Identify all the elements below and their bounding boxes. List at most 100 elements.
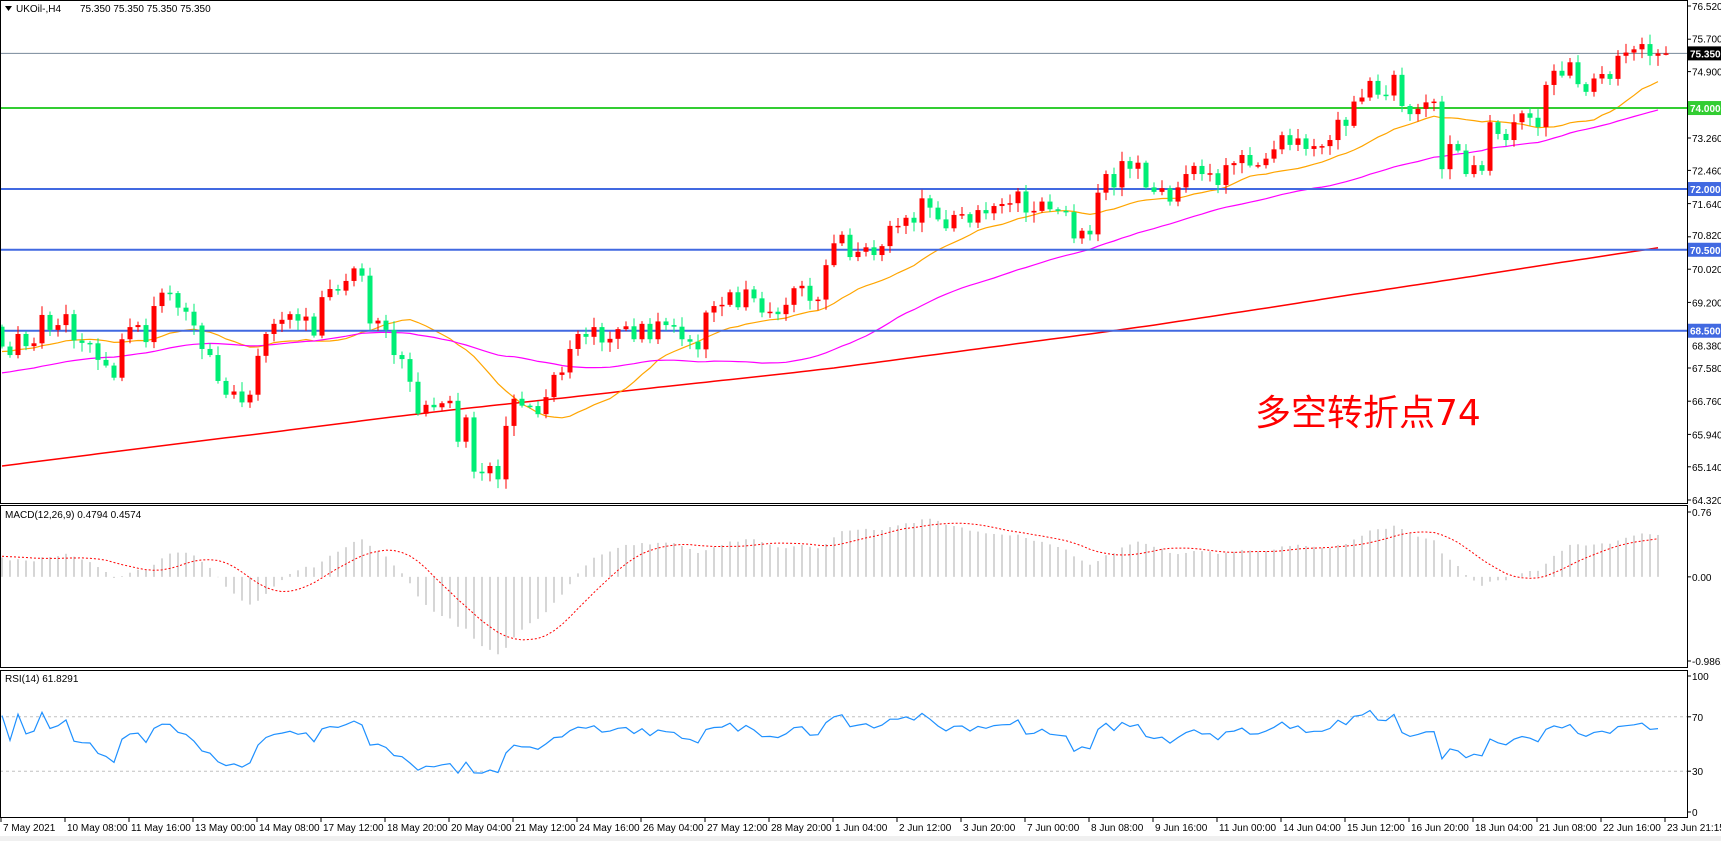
candle-body [583, 333, 589, 337]
candle-body [567, 348, 573, 373]
candle [199, 322, 205, 360]
candle [1639, 37, 1645, 59]
time-tick-label: 8 Jun 08:00 [1091, 823, 1144, 834]
candle [1503, 128, 1509, 147]
candle-body [63, 314, 69, 326]
time-tick-label: 21 May 12:00 [515, 823, 576, 834]
price-panel-border [0, 0, 1688, 504]
candle-body [663, 321, 669, 326]
candle [759, 291, 765, 318]
candle [1431, 98, 1437, 112]
candle-body [1023, 191, 1029, 213]
candle-body [863, 247, 869, 252]
candle [327, 279, 333, 301]
candle [1151, 182, 1157, 195]
candle [311, 313, 317, 338]
candle [1039, 197, 1045, 213]
candle [95, 338, 101, 371]
candle [263, 331, 269, 363]
candle-body [1463, 150, 1469, 175]
candle-body [1319, 146, 1325, 148]
candle-body [1311, 146, 1317, 149]
time-tick-label: 7 May 2021 [3, 823, 56, 834]
candle-body [487, 465, 493, 474]
candle [1231, 161, 1237, 175]
time-tick-label: 9 Jun 16:00 [1155, 823, 1208, 834]
candle-body [1303, 138, 1309, 149]
candle [879, 244, 885, 262]
candle-body [1015, 191, 1021, 204]
candle-body [407, 359, 413, 382]
macd-panel[interactable]: 0.76 0.00 -0.9862 [1, 508, 1721, 668]
candle-body [1383, 94, 1389, 97]
candle-body [319, 297, 325, 336]
price-tick-label: 68.380 [1692, 342, 1721, 353]
candle [567, 340, 573, 379]
candle-body [207, 348, 213, 356]
macd-panel-border [0, 505, 1688, 668]
candle [215, 346, 221, 384]
candle [1223, 157, 1229, 194]
time-tick-label: 21 Jun 08:00 [1539, 823, 1597, 834]
candle-body [1575, 62, 1581, 85]
candle-body [799, 285, 805, 289]
candle [1367, 77, 1373, 101]
macd-signal-line [1, 522, 1659, 641]
price-panel[interactable]: 76.520 75.700 74.900 73.260 72.460 71.640 70.8… [0, 2, 1721, 507]
candle-body [975, 210, 981, 223]
level-price-tag [1688, 323, 1721, 338]
candle-body [351, 268, 357, 281]
candle-body [703, 312, 709, 350]
candle-body [751, 289, 757, 299]
candle [1575, 55, 1581, 88]
candle [359, 263, 365, 282]
candle-body [1607, 74, 1613, 79]
candle [935, 201, 941, 222]
candle-body [1215, 173, 1221, 185]
level-price-label: 72.000 [1690, 185, 1721, 196]
candle-body [1487, 122, 1493, 171]
candle-body [1599, 74, 1605, 79]
triangle-down-icon[interactable] [5, 6, 12, 11]
candle-body [1615, 55, 1621, 79]
time-tick-label: 27 May 12:00 [707, 823, 768, 834]
candle-body [1663, 53, 1669, 55]
candle-body [39, 314, 45, 344]
current-price-label: 75.350 [1690, 49, 1721, 60]
candle-body [383, 320, 389, 330]
candle-body [935, 207, 941, 220]
candle [1079, 227, 1085, 244]
ma-mid-line [1, 109, 1659, 374]
candle [1031, 201, 1037, 223]
candle [399, 351, 405, 369]
candle-body [647, 323, 653, 340]
candle-body [855, 251, 861, 258]
rsi-tick-label: 100 [1692, 672, 1709, 683]
candle [607, 331, 613, 352]
candle [783, 297, 789, 321]
candle-body [623, 326, 629, 330]
candle-body [1655, 53, 1661, 56]
candle [319, 290, 325, 339]
candle-body [951, 214, 957, 229]
candle [831, 234, 837, 268]
candle-body [1583, 84, 1589, 92]
candle-body [239, 391, 245, 403]
rsi-panel[interactable]: 100 70 30 0 [0, 672, 1709, 819]
candle-body [679, 326, 685, 340]
candle-body [911, 217, 917, 223]
candle-body [119, 339, 125, 378]
candle [383, 314, 389, 339]
candle-body [815, 299, 821, 302]
candle-body [303, 316, 309, 321]
candle [1015, 187, 1021, 212]
ma-slow-line [1, 246, 1659, 467]
time-tick-label: 10 May 08:00 [67, 823, 128, 834]
candle [767, 302, 773, 318]
candle-body [1047, 201, 1053, 210]
candle [983, 202, 989, 220]
candle [1215, 168, 1221, 194]
candle-body [1591, 78, 1597, 92]
